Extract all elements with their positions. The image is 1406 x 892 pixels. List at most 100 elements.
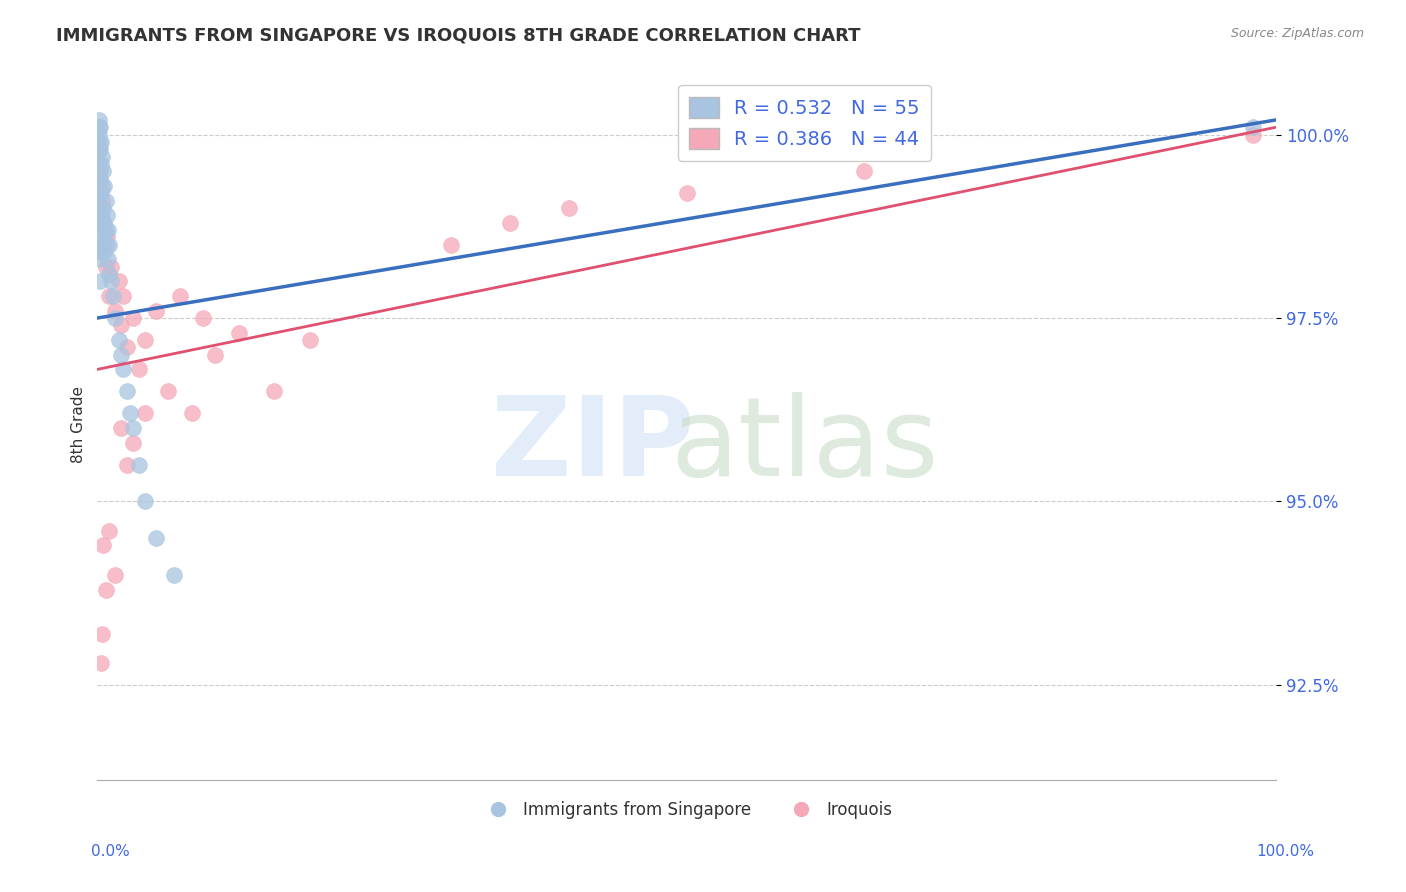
Point [100,274,122,288]
Point [87,142,110,156]
Point [89,252,111,267]
Point [91,208,114,222]
Point [93,216,115,230]
Point [112,362,135,376]
Point [89,208,111,222]
Point [298,333,321,347]
Point [128,458,150,472]
Point [100,260,122,274]
Point [169,289,191,303]
Point [93,216,115,230]
Point [94,194,117,208]
Text: IMMIGRANTS FROM SINGAPORE VS IROQUOIS 8TH GRADE CORRELATION CHART: IMMIGRANTS FROM SINGAPORE VS IROQUOIS 8T… [56,27,860,45]
Point [163,567,186,582]
Point [94,260,117,274]
Point [115,384,138,399]
Point [134,494,156,508]
Point [87,142,110,156]
Point [87,186,110,201]
Text: Source: ZipAtlas.com: Source: ZipAtlas.com [1230,27,1364,40]
Point [87,112,110,127]
Point [98,237,121,252]
Point [101,289,124,303]
Point [89,230,111,244]
Text: atlas: atlas [671,392,939,500]
Point [91,539,114,553]
Text: 100.0%: 100.0% [1257,845,1315,859]
Point [87,157,110,171]
Point [87,120,110,135]
Point [98,289,121,303]
Point [87,201,110,215]
Point [87,216,110,230]
Point [90,186,112,201]
Point [1241,128,1264,142]
Point [110,421,132,435]
Point [97,223,120,237]
Point [97,252,120,267]
Point [121,435,143,450]
Point [112,289,135,303]
Point [134,406,156,420]
Point [91,230,114,244]
Point [87,135,110,149]
Legend: Immigrants from Singapore, Iroquois: Immigrants from Singapore, Iroquois [475,794,898,825]
Point [94,223,117,237]
Point [89,164,111,178]
Point [263,384,285,399]
Point [90,656,112,670]
Y-axis label: 8th Grade: 8th Grade [72,386,86,463]
Point [91,237,114,252]
Text: ZIP: ZIP [491,392,695,500]
Point [89,171,111,186]
Point [134,333,156,347]
Point [104,311,127,326]
Point [145,303,167,318]
Point [157,384,180,399]
Point [90,216,112,230]
Text: 0.0%: 0.0% [91,845,131,859]
Point [90,157,112,171]
Point [93,178,115,193]
Point [107,333,129,347]
Point [110,318,132,333]
Point [120,406,142,420]
Point [121,421,143,435]
Point [121,311,143,326]
Point [104,303,127,318]
Point [91,237,114,252]
Point [1241,120,1264,135]
Point [87,128,110,142]
Point [96,208,118,222]
Point [558,201,581,215]
Point [104,567,127,582]
Point [110,348,132,362]
Point [89,120,111,135]
Point [228,326,250,340]
Point [145,531,167,545]
Point [91,194,114,208]
Point [91,164,114,178]
Point [98,524,121,538]
Point [90,216,112,230]
Point [91,626,114,640]
Point [180,406,202,420]
Point [94,582,117,597]
Point [107,274,129,288]
Point [89,142,111,156]
Point [675,186,697,201]
Point [193,311,215,326]
Point [90,244,112,259]
Point [87,171,110,186]
Point [440,237,463,252]
Point [90,135,112,149]
Point [98,267,121,281]
Point [128,362,150,376]
Point [115,458,138,472]
Point [91,201,114,215]
Point [96,237,118,252]
Point [87,201,110,215]
Point [93,244,115,259]
Point [499,216,522,230]
Point [89,186,111,201]
